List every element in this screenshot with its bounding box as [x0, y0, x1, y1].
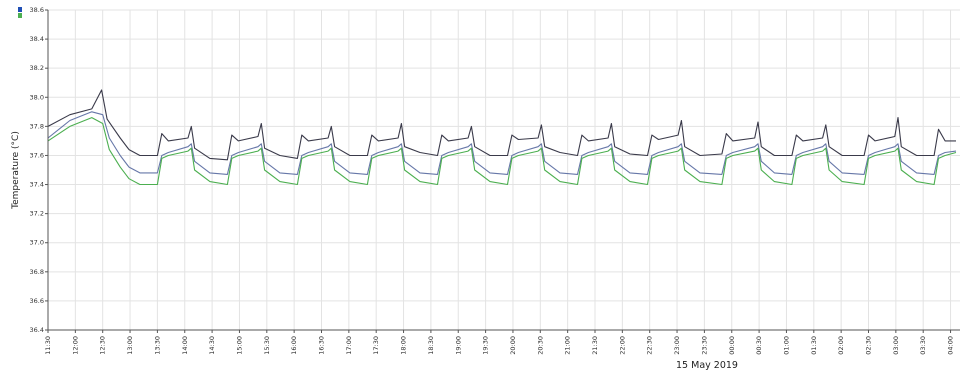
- series-line-1: [47, 89, 956, 161]
- series-lines: [47, 89, 957, 186]
- x-tick-label: 21:00: [564, 336, 572, 355]
- x-tick-label: 14:00: [181, 336, 189, 355]
- x-tick-label: 01:00: [782, 336, 790, 355]
- x-tick-label: 02:00: [837, 336, 845, 355]
- x-tick-label: 11:30: [44, 336, 52, 355]
- y-tick-label: 38.4: [30, 35, 44, 43]
- y-axis-ticks: 36.4 36.6 36.8 37.0 37.2 37.4 37.6 37.8 38.0 38.2…: [30, 6, 48, 334]
- x-tick-label: 23:30: [700, 336, 708, 355]
- x-tick-label: 20:00: [509, 336, 517, 355]
- grid-lines: [47, 9, 960, 331]
- x-axis-ticks: 11:30 12:00 12:30 13:00 13:30 14:00 14:30 15:00…: [44, 330, 955, 355]
- x-tick-label: 00:00: [728, 336, 736, 355]
- x-tick-label: 01:30: [810, 336, 818, 355]
- x-tick-label: 23:00: [673, 336, 681, 355]
- legend-marker-blue: [18, 7, 22, 12]
- y-tick-label: 38.2: [30, 64, 44, 72]
- x-tick-label: 03:30: [919, 336, 927, 355]
- series-line-2: [47, 111, 957, 175]
- x-tick-label: 15:00: [235, 336, 243, 355]
- x-tick-label: 13:30: [153, 336, 161, 355]
- x-tick-label: 18:00: [400, 336, 408, 355]
- x-tick-label: 21:30: [591, 336, 599, 355]
- x-tick-label: 16:30: [318, 336, 326, 355]
- x-tick-label: 14:30: [208, 336, 216, 355]
- date-label: 15 May 2019: [676, 360, 738, 371]
- y-tick-label: 37.8: [30, 122, 44, 130]
- y-tick-label: 37.4: [30, 181, 44, 189]
- x-tick-label: 15:30: [263, 336, 271, 355]
- x-tick-label: 17:30: [372, 336, 380, 355]
- x-tick-label: 19:30: [482, 336, 490, 355]
- y-tick-label: 36.6: [30, 297, 44, 305]
- x-tick-label: 18:30: [427, 336, 435, 355]
- x-tick-label: 12:00: [71, 336, 79, 355]
- x-tick-label: 04:00: [947, 336, 955, 355]
- y-tick-label: 37.2: [30, 210, 44, 218]
- series-line-3: [47, 117, 957, 186]
- x-tick-label: 12:30: [99, 336, 107, 355]
- y-tick-label: 36.4: [30, 326, 44, 334]
- x-tick-label: 20:30: [536, 336, 544, 355]
- x-tick-label: 16:00: [290, 336, 298, 355]
- y-tick-label: 36.8: [30, 268, 44, 276]
- x-tick-label: 13:00: [126, 336, 134, 355]
- x-tick-label: 22:00: [618, 336, 626, 355]
- x-tick-label: 19:00: [454, 336, 462, 355]
- legend-marker-green: [18, 13, 22, 18]
- y-tick-label: 37.6: [30, 151, 44, 159]
- x-tick-label: 02:30: [865, 336, 873, 355]
- x-tick-label: 17:00: [345, 336, 353, 355]
- x-tick-label: 03:00: [892, 336, 900, 355]
- y-tick-label: 38.6: [30, 6, 44, 14]
- y-tick-label: 37.0: [30, 239, 44, 247]
- x-tick-label: 00:30: [755, 336, 763, 355]
- y-tick-label: 38.0: [30, 93, 44, 101]
- x-tick-label: 22:30: [646, 336, 654, 355]
- y-axis-label: Temperature (°C): [11, 131, 21, 210]
